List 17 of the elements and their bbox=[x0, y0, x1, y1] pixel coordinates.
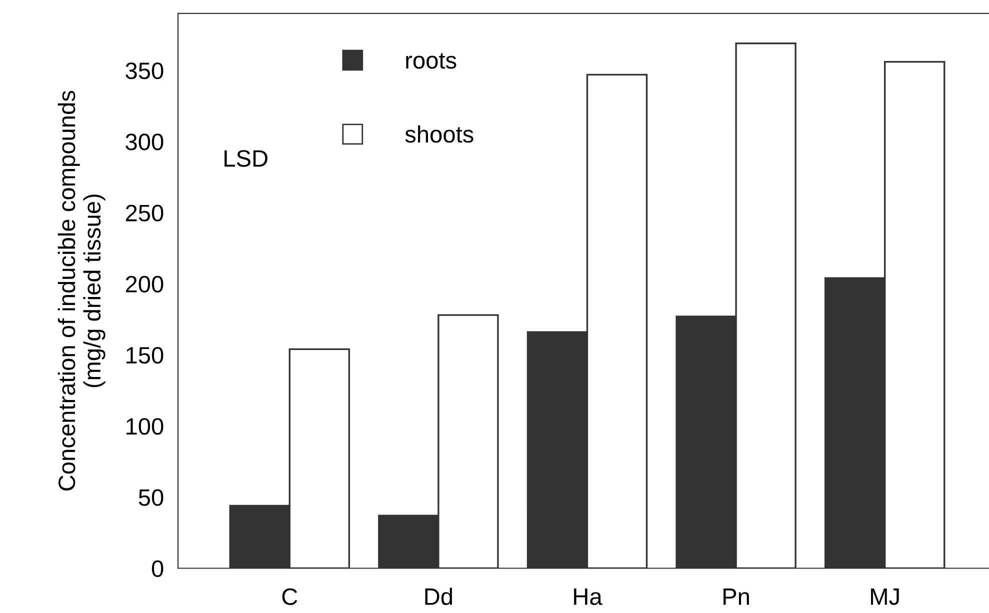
x-tick-label: MJ bbox=[871, 588, 899, 606]
x-tick-label: C bbox=[282, 588, 298, 606]
y-tick-label: 250 bbox=[126, 204, 164, 222]
legend-title: LSD bbox=[224, 150, 268, 167]
legend-label: roots bbox=[406, 53, 456, 69]
x-tick-label: Dd bbox=[425, 588, 452, 606]
x-tick-label: Ha bbox=[574, 588, 602, 606]
y-tick-label: 150 bbox=[126, 346, 164, 364]
y-tick-label: 300 bbox=[126, 134, 164, 150]
y-tick-label: 50 bbox=[138, 489, 164, 506]
y-tick-label: 200 bbox=[126, 276, 164, 293]
x-tick-label: Pn bbox=[724, 588, 749, 605]
y-axis-title: Concentration of inducible compounds (mg/g dried tissue) bbox=[58, 90, 106, 490]
legend-label: shoots bbox=[405, 125, 474, 143]
y-tick-label: 350 bbox=[126, 62, 164, 80]
y-tick-label: 0 bbox=[152, 560, 164, 578]
y-tick-label: 100 bbox=[126, 418, 164, 435]
